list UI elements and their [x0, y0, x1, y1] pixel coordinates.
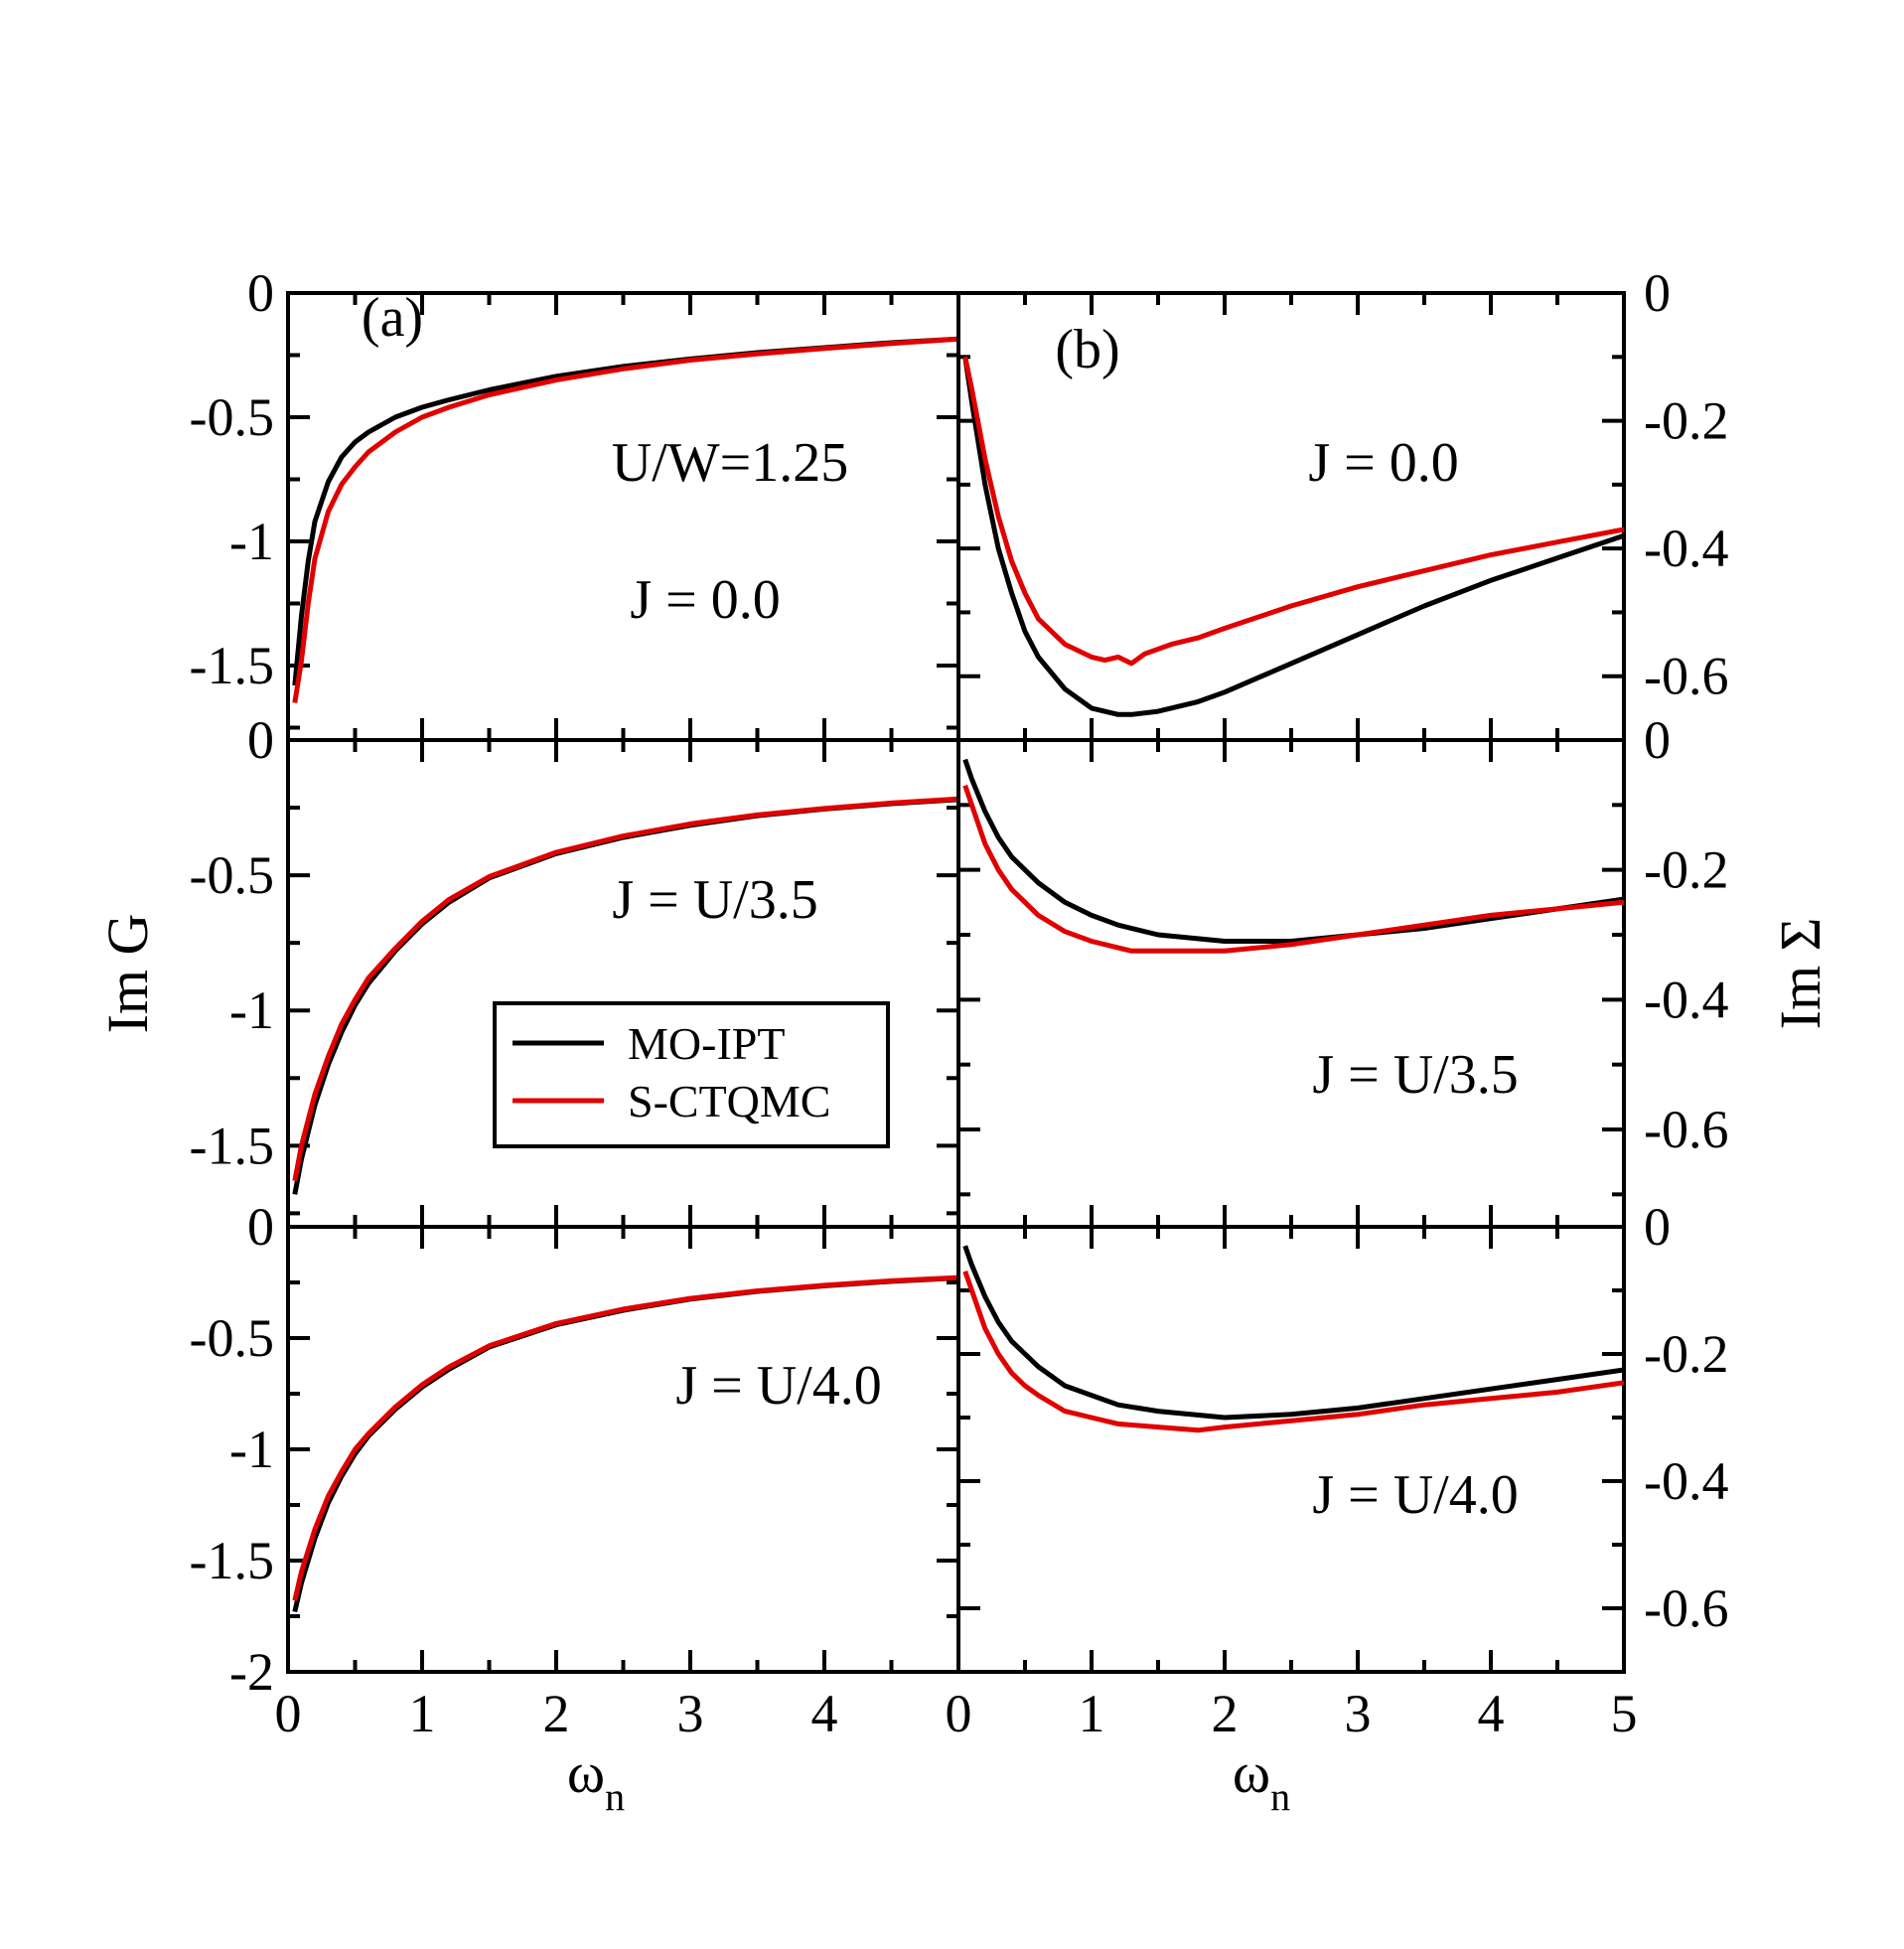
series-line-s-ctqmc-a3: [292, 1274, 958, 1601]
y-tick-label: -0.5: [190, 845, 274, 905]
y-tick-label: -0.2: [1644, 1324, 1728, 1384]
y-tick-label: -1.5: [190, 636, 274, 695]
y-tick-label: -0.4: [1644, 519, 1728, 578]
series-line-mo-ipt-b1: [962, 356, 1624, 717]
x-tick-label: 1: [409, 1684, 436, 1743]
legend-label-mo-ipt: MO-IPT: [628, 1018, 785, 1069]
y-tick-label: -2: [229, 1642, 274, 1702]
y-tick-label: -1: [229, 1420, 274, 1479]
panel-annotation: J = 0.0: [1308, 432, 1458, 494]
y-tick-label: -1: [229, 980, 274, 1040]
series-line-s-ctqmc-a1: [292, 336, 958, 703]
y-tick-label: -0.6: [1644, 1100, 1728, 1159]
legend-label-s-ctqmc: S-CTQMC: [628, 1076, 830, 1126]
y-tick-label: -0.6: [1644, 647, 1728, 706]
panel-annotation: J = U/4.0: [1312, 1464, 1518, 1526]
series-line-s-ctqmc-b2: [962, 784, 1624, 954]
y-tick-label: -0.4: [1644, 970, 1728, 1029]
y-tick-label: -1.5: [190, 1116, 274, 1175]
panel-a2: 0 -0.5 -1 -1.5 J = U/3.5: [190, 710, 960, 1229]
y-tick-label: -0.2: [1644, 840, 1728, 900]
panel-annotation: J = 0.0: [630, 569, 780, 631]
x-axis-title-right-sub: n: [1270, 1774, 1290, 1819]
y-tick-label: -0.2: [1644, 391, 1728, 451]
y-axis-title-left: Im G: [95, 914, 160, 1034]
y-tick-label: 0: [247, 710, 274, 770]
x-tick-label: 3: [1345, 1684, 1372, 1743]
panel-annotation: J = U/3.5: [1312, 1044, 1518, 1106]
series-line-mo-ipt-b3: [962, 1245, 1624, 1421]
panel-b3: 0 -0.2 -0.4 -0.6 0 1 2 3 4 5 J = U/4.0: [946, 1197, 1729, 1743]
panel-annotation: U/W=1.25: [612, 432, 848, 494]
panel-label: (a): [362, 287, 423, 349]
x-axis-title-left: ωn: [567, 1740, 625, 1819]
x-tick-label: 4: [811, 1684, 838, 1743]
x-tick-label: 0: [946, 1684, 972, 1743]
y-axis-title-right: Im Σ: [1768, 918, 1832, 1030]
y-tick-label: -0.5: [190, 1308, 274, 1368]
x-tick-label: 3: [677, 1684, 704, 1743]
legend: MO-IPT S-CTQMC: [493, 1001, 890, 1148]
series-line-s-ctqmc-b3: [962, 1270, 1624, 1433]
series-line-mo-ipt-b2: [962, 758, 1624, 944]
panel-b1: 0 -0.2 -0.4 -0.6 J = 0.0 (b): [956, 263, 1728, 742]
x-tick-label: 1: [1079, 1684, 1105, 1743]
x-tick-label: 4: [1478, 1684, 1505, 1743]
y-tick-label: 0: [1644, 1197, 1671, 1257]
panel-annotation: J = U/4.0: [675, 1355, 881, 1417]
legend-box: [493, 1001, 890, 1148]
y-tick-label: -0.5: [190, 387, 274, 447]
panels: 0 -0.5 -1 -1.5 U/W=1.25 J = 0.0 (a) 0 -0.5 -1 -1.5…: [190, 263, 1729, 1743]
panel-a3: 0-0.5-1-1.5-20 1 2 3 4J = U/4.0: [190, 1197, 960, 1743]
x-axis-title-right: ωn: [1233, 1740, 1290, 1819]
x-tick-label: 5: [1611, 1684, 1638, 1743]
panel-label: (b): [1055, 319, 1119, 380]
panel-annotation: J = U/3.5: [612, 869, 817, 931]
y-tick-label: 0: [247, 1197, 274, 1257]
y-tick-label: -0.4: [1644, 1451, 1728, 1511]
y-tick-label: 0: [1644, 263, 1671, 323]
series-line-s-ctqmc-b1: [962, 356, 1624, 667]
x-tick-label: 2: [1212, 1684, 1239, 1743]
y-tick-label: 0: [247, 263, 274, 323]
x-tick-label: 2: [543, 1684, 570, 1743]
x-axis-title-right-main: ω: [1233, 1740, 1270, 1805]
y-tick-label: -1: [229, 512, 274, 571]
series-line-s-ctqmc-a2: [292, 796, 958, 1182]
y-tick-label: 0: [1644, 710, 1671, 770]
panel-a1: 0 -0.5 -1 -1.5 U/W=1.25 J = 0.0 (a): [190, 263, 960, 742]
x-axis-title-left-sub: n: [605, 1774, 625, 1819]
y-tick-label: -1.5: [190, 1531, 274, 1590]
x-tick-label: 0: [275, 1684, 302, 1743]
panel-b2: 0 -0.2 -0.4 -0.6 J = U/3.5: [956, 710, 1728, 1229]
x-axis-title-left-main: ω: [567, 1740, 605, 1805]
y-tick-label: -0.6: [1644, 1578, 1728, 1638]
